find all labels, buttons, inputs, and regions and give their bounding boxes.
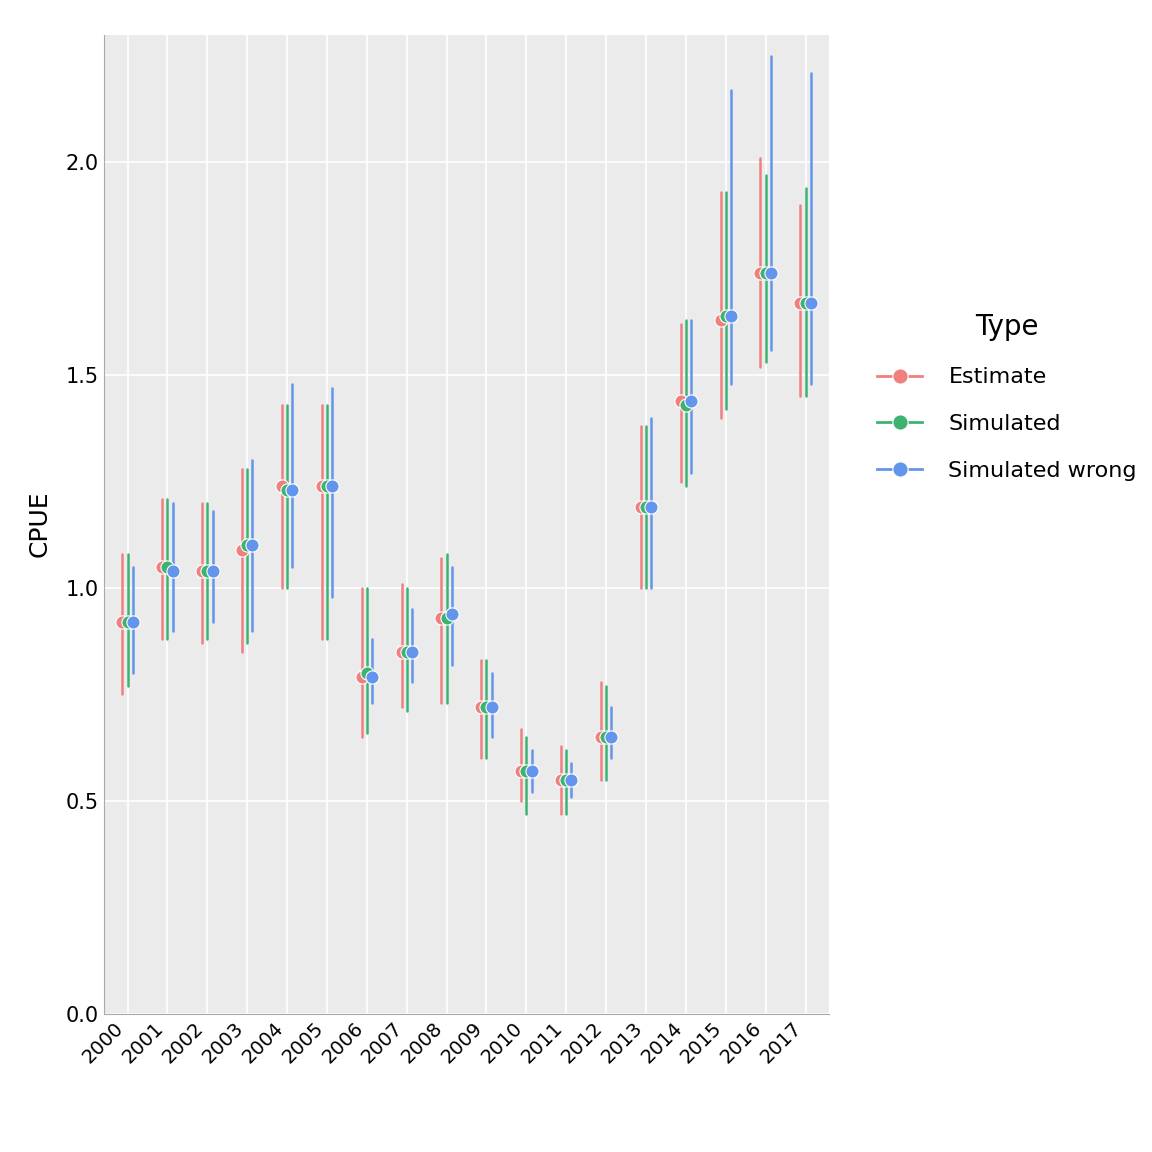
Point bbox=[522, 761, 540, 780]
Point bbox=[403, 643, 422, 661]
Point bbox=[558, 771, 576, 789]
Point bbox=[442, 605, 461, 623]
Point bbox=[113, 613, 131, 631]
Point bbox=[483, 698, 501, 717]
Point bbox=[393, 643, 411, 661]
Point bbox=[676, 396, 695, 415]
Point bbox=[119, 613, 137, 631]
Point bbox=[717, 306, 735, 325]
Point bbox=[517, 761, 536, 780]
Point bbox=[353, 668, 371, 687]
Point bbox=[164, 562, 182, 581]
Point bbox=[592, 728, 611, 746]
Point bbox=[602, 728, 621, 746]
Point bbox=[721, 306, 740, 325]
Point bbox=[312, 477, 331, 495]
Point bbox=[233, 540, 251, 559]
Point bbox=[751, 264, 770, 282]
Point bbox=[198, 562, 217, 581]
Point bbox=[123, 613, 142, 631]
Point bbox=[363, 668, 381, 687]
Point bbox=[472, 698, 491, 717]
Point bbox=[192, 562, 212, 581]
Point bbox=[597, 728, 615, 746]
Y-axis label: CPUE: CPUE bbox=[28, 491, 52, 558]
Point bbox=[552, 771, 570, 789]
Point bbox=[642, 498, 660, 516]
Point bbox=[158, 558, 176, 576]
Point bbox=[438, 608, 456, 627]
Point bbox=[757, 264, 775, 282]
Point bbox=[796, 294, 814, 312]
Point bbox=[397, 643, 416, 661]
Point bbox=[278, 480, 296, 499]
Point bbox=[791, 294, 810, 312]
Point bbox=[273, 477, 291, 495]
Point bbox=[631, 498, 650, 516]
Point bbox=[318, 477, 336, 495]
Point bbox=[637, 498, 655, 516]
Point bbox=[802, 294, 820, 312]
Point bbox=[562, 771, 581, 789]
Point bbox=[243, 536, 262, 554]
Point bbox=[203, 562, 221, 581]
Point bbox=[323, 477, 341, 495]
Point bbox=[761, 264, 780, 282]
Point bbox=[682, 392, 700, 410]
Point bbox=[283, 480, 302, 499]
Legend: Estimate, Simulated, Simulated wrong: Estimate, Simulated, Simulated wrong bbox=[855, 290, 1152, 503]
Point bbox=[477, 698, 495, 717]
Point bbox=[511, 761, 530, 780]
Point bbox=[432, 608, 450, 627]
Point bbox=[711, 311, 729, 329]
Point bbox=[238, 536, 257, 554]
Point bbox=[672, 392, 690, 410]
Point bbox=[153, 558, 172, 576]
Point bbox=[357, 664, 376, 682]
